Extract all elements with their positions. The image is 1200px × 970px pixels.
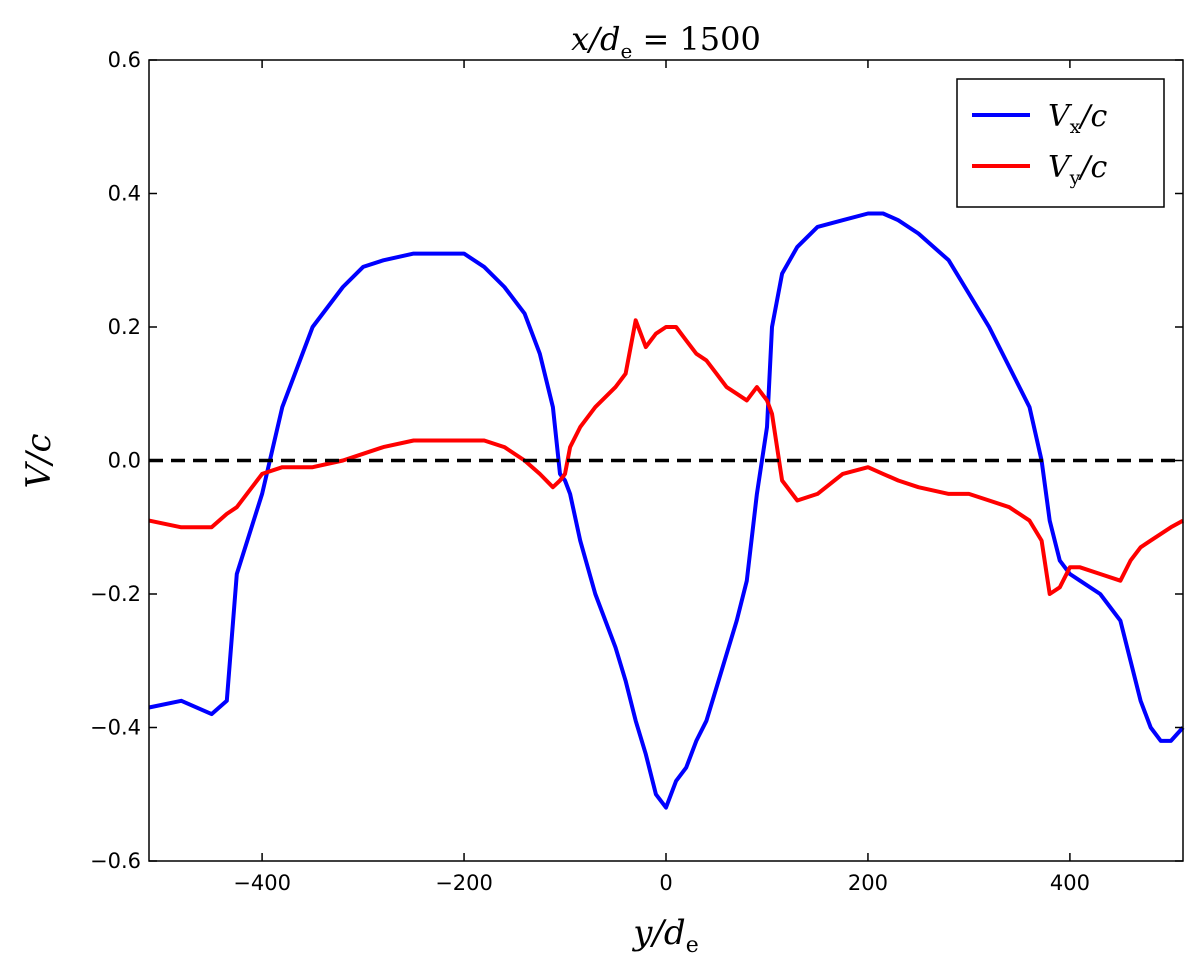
x-tick-label: 0 — [659, 871, 672, 895]
y-tick-label: −0.6 — [90, 849, 141, 873]
plot-frame — [148, 59, 1184, 862]
series-line-vx — [148, 211, 1185, 810]
y-tick-label: 0.4 — [108, 182, 141, 206]
x-axis-label-main: y/d — [631, 913, 685, 953]
legend: Vx/c Vy/c — [956, 78, 1165, 208]
title-lhs: x/d — [571, 20, 620, 58]
y-tick-label: −0.2 — [90, 582, 141, 606]
series-layer — [148, 211, 1185, 810]
legend-label-vy-tail: /c — [1077, 150, 1107, 185]
legend-label-vx-tail: /c — [1077, 99, 1107, 134]
series-line-vy — [148, 318, 1184, 596]
y-axis-label: V/c — [19, 433, 59, 488]
y-tick-label: 0.0 — [108, 449, 141, 473]
legend-label-vy-main: V — [1048, 150, 1073, 185]
y-tick-label: −0.4 — [90, 716, 141, 740]
title-sub: e — [620, 39, 632, 63]
x-tick-label: 200 — [848, 871, 888, 895]
title-rhs: = 1500 — [632, 20, 761, 58]
x-tick-label: 400 — [1050, 871, 1090, 895]
x-tick-label: −200 — [435, 871, 493, 895]
ticks-layer: −400 −200 0 200 400 −0.6 −0.4 −0.2 0.0 0.2 0.4 0.6 — [90, 48, 1183, 895]
legend-box — [956, 78, 1165, 208]
x-axis-label: y/de — [631, 913, 698, 958]
x-axis-label-sub: e — [686, 933, 699, 958]
y-tick-label: 0.6 — [108, 48, 141, 72]
legend-label-vy: Vy/c — [1048, 150, 1108, 189]
chart-title: x/de = 1500 — [571, 20, 761, 63]
legend-label-vx-sub: x — [1070, 116, 1081, 138]
y-tick-label: 0.2 — [108, 315, 141, 339]
legend-label-vx: Vx/c — [1048, 99, 1107, 138]
x-tick-label: −400 — [233, 871, 291, 895]
legend-label-vx-main: V — [1048, 99, 1073, 134]
legend-label-vy-sub: y — [1069, 167, 1081, 189]
